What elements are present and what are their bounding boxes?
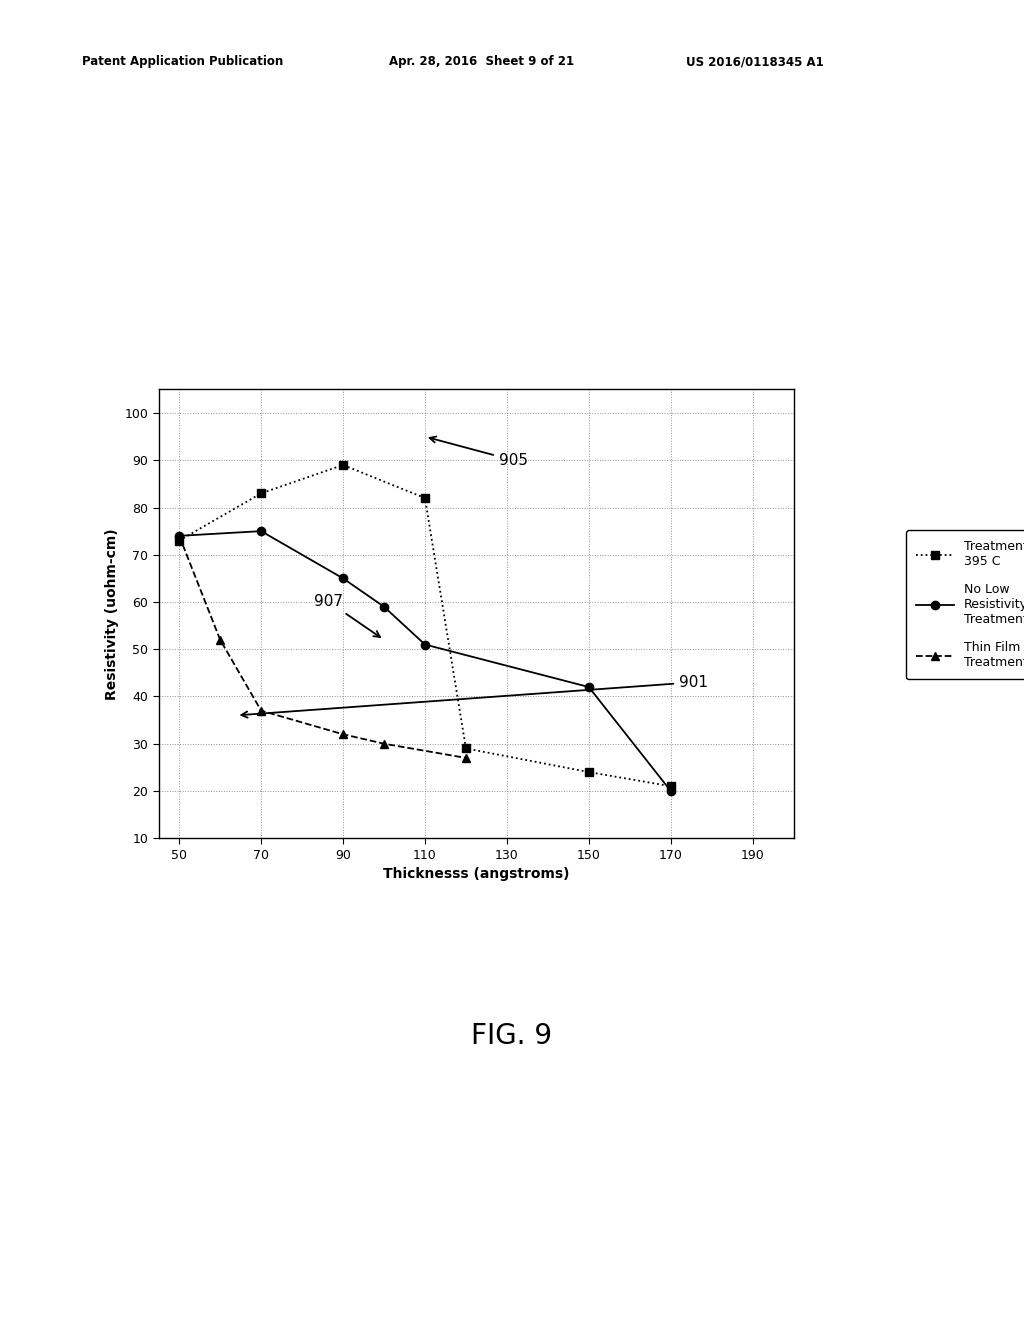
Treatment at
395 C <box>173 533 185 549</box>
Treatment at
395 C <box>583 764 595 780</box>
No Low
Resistivity
Treatment <box>173 528 185 544</box>
Treatment at
395 C <box>255 486 267 502</box>
X-axis label: Thicknesss (angstroms): Thicknesss (angstroms) <box>383 867 569 882</box>
Text: 905: 905 <box>430 437 527 467</box>
Thin Film
Treatment <box>378 735 390 751</box>
Y-axis label: Resistivity (uohm-cm): Resistivity (uohm-cm) <box>104 528 119 700</box>
Treatment at
395 C <box>337 457 349 473</box>
Text: Patent Application Publication: Patent Application Publication <box>82 55 284 69</box>
Text: FIG. 9: FIG. 9 <box>471 1022 553 1051</box>
Text: 907: 907 <box>314 594 380 638</box>
Thin Film
Treatment <box>255 702 267 718</box>
No Low
Resistivity
Treatment <box>665 783 677 799</box>
Line: Thin Film
Treatment: Thin Film Treatment <box>175 532 470 762</box>
No Low
Resistivity
Treatment <box>378 599 390 615</box>
Line: Treatment at
395 C: Treatment at 395 C <box>175 461 675 791</box>
No Low
Resistivity
Treatment <box>583 678 595 694</box>
No Low
Resistivity
Treatment <box>419 636 431 652</box>
No Low
Resistivity
Treatment <box>255 523 267 539</box>
Treatment at
395 C <box>419 490 431 506</box>
Treatment at
395 C <box>460 741 472 756</box>
Legend: Treatment at
395 C, No Low
Resistivity
Treatment, Thin Film
Treatment: Treatment at 395 C, No Low Resistivity T… <box>906 531 1024 680</box>
Thin Film
Treatment <box>173 528 185 544</box>
Text: Apr. 28, 2016  Sheet 9 of 21: Apr. 28, 2016 Sheet 9 of 21 <box>389 55 574 69</box>
Thin Film
Treatment <box>214 632 226 648</box>
Thin Film
Treatment <box>460 750 472 766</box>
Thin Film
Treatment <box>337 726 349 742</box>
Treatment at
395 C <box>665 779 677 795</box>
Text: US 2016/0118345 A1: US 2016/0118345 A1 <box>686 55 824 69</box>
Text: 901: 901 <box>242 675 708 718</box>
Line: No Low
Resistivity
Treatment: No Low Resistivity Treatment <box>175 527 675 795</box>
No Low
Resistivity
Treatment <box>337 570 349 586</box>
